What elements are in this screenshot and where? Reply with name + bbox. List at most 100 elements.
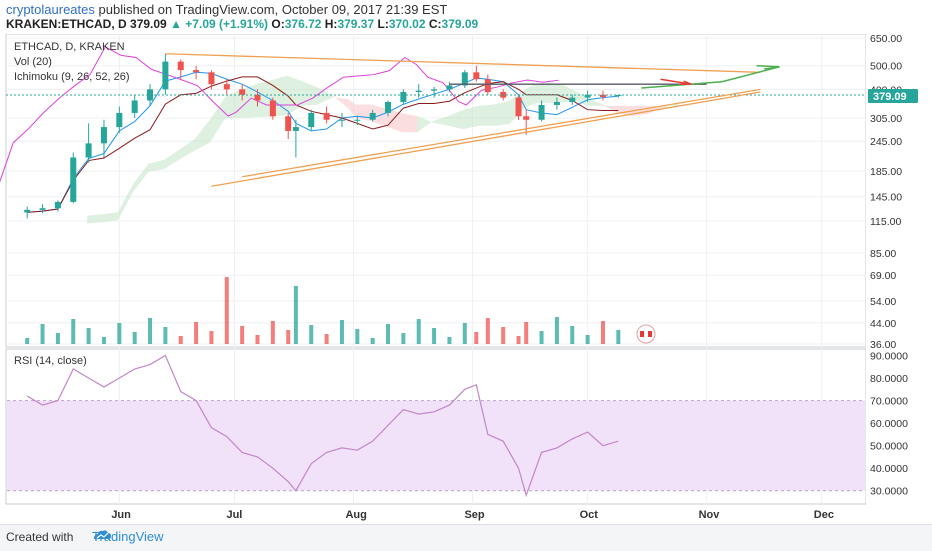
candlesticks: [6, 53, 866, 219]
rsi-line: [26, 354, 619, 498]
projection-up-arrowhead: [756, 64, 780, 70]
candle-body: [131, 100, 138, 113]
volume-bar: [447, 337, 452, 344]
chart-area[interactable]: 650.00500.00400.00305.00245.00185.00145.…: [0, 34, 932, 524]
author-link[interactable]: cryptolaureates: [6, 2, 95, 17]
price-axis-label: 305.00: [870, 113, 902, 125]
last-price: 379.09: [130, 17, 167, 31]
cloud-segment: [494, 100, 510, 126]
cloud-segment: [616, 105, 633, 117]
candle-body: [177, 61, 184, 71]
candle-body: [223, 84, 230, 90]
candle-body: [538, 104, 545, 120]
publish-line: cryptolaureates published on TradingView…: [6, 2, 447, 17]
volume-bar: [55, 333, 60, 344]
high-value: 379.37: [337, 17, 375, 31]
volume-bar: [386, 324, 391, 344]
tradingview-logo[interactable]: TradingView: [92, 529, 164, 544]
volume-bar: [101, 337, 106, 344]
cloud-segment: [348, 99, 356, 118]
cloud-segment: [536, 83, 548, 104]
rsi-axis-label: 90.0000: [870, 351, 908, 363]
volume-bar: [600, 321, 605, 344]
cloud-segment: [601, 103, 617, 113]
volume-bar: [524, 322, 529, 344]
price-axis-label: 85.00: [870, 248, 896, 260]
volume-bar: [163, 327, 168, 344]
rsi-overbought-oversold-band: [7, 400, 865, 491]
volume-bar: [194, 322, 199, 344]
event-marker-icon[interactable]: [636, 324, 656, 344]
volume-bar: [132, 332, 137, 344]
cloud-segment: [102, 212, 118, 223]
trendlines: [165, 53, 780, 187]
volume-bar: [355, 329, 360, 344]
open-value: 376.72: [284, 17, 322, 31]
trendline-lower-support: [211, 91, 761, 187]
brand-name: TradingView: [92, 529, 164, 544]
candle-body: [431, 89, 438, 91]
volume-bar: [539, 331, 544, 344]
cloud-segment: [578, 92, 587, 106]
candle-body: [54, 201, 61, 209]
price-axis-label: 500.00: [870, 61, 902, 73]
candle-body: [523, 116, 530, 120]
trendline-upper-resistance: [165, 53, 761, 73]
chart-svg[interactable]: 650.00500.00400.00305.00245.00185.00145.…: [0, 34, 932, 524]
legend-rsi: RSI (14, close): [14, 355, 87, 367]
projection-down-arrow: [660, 78, 692, 85]
price-pane[interactable]: [5, 34, 867, 348]
rsi-axis-label: 70.0000: [870, 396, 908, 408]
cloud-segment: [133, 163, 149, 192]
volume-bar: [339, 320, 344, 344]
volume-bar: [554, 317, 559, 344]
candle-body: [484, 79, 491, 93]
symbol-label: KRAKEN:ETHCAD, D: [6, 17, 127, 31]
candle-body: [239, 89, 246, 95]
volume-bar: [616, 330, 621, 344]
rsi-axis-label: 60.0000: [870, 418, 908, 430]
volume-bar: [209, 331, 214, 344]
volume-bar: [462, 323, 467, 344]
rsi-axis-label: 50.0000: [870, 441, 908, 453]
volume-bar: [25, 338, 30, 344]
candle-body: [308, 112, 315, 128]
cloud-segment: [547, 83, 564, 104]
legend-title: ETHCAD, D, KRAKEN: [14, 41, 125, 53]
volume-bar: [324, 334, 329, 344]
candle-body: [473, 72, 480, 80]
volume-bar: [240, 326, 245, 344]
cloud-segment: [401, 113, 418, 133]
trendline-inner-support: [242, 88, 761, 178]
cloud-segment: [478, 104, 495, 126]
volume-bar: [224, 277, 229, 344]
candle-body: [584, 94, 591, 98]
volume-bar: [401, 333, 406, 344]
price-axis-label: 54.00: [870, 296, 896, 308]
candle-body: [446, 85, 453, 90]
rsi-axis-label: 40.0000: [870, 463, 908, 475]
candle-body: [39, 208, 46, 210]
projection-down-arrowhead: [679, 80, 692, 85]
candle-body: [599, 94, 606, 98]
candle-body: [338, 119, 345, 121]
candle-body: [569, 97, 576, 102]
footer-bar: Created with TradingView: [0, 524, 932, 551]
volume-bar: [474, 332, 479, 344]
candle-body: [461, 72, 468, 86]
price-axis[interactable]: [866, 34, 932, 504]
published-text: published on TradingView.com, October 09…: [98, 2, 448, 17]
close-value: 379.09: [441, 17, 479, 31]
rsi-path: [26, 354, 619, 498]
candle-body: [85, 143, 92, 158]
candle-body: [323, 112, 330, 120]
cloud-segment: [87, 214, 103, 224]
cloud-segment: [163, 149, 180, 170]
price-axis-label: 69.00: [870, 270, 896, 282]
low-label: L:: [377, 17, 389, 31]
volume-bars: [25, 277, 621, 344]
candle-body: [369, 112, 376, 120]
candle-body: [285, 116, 292, 131]
x-axis-label: Jun: [111, 509, 131, 521]
volume-bar: [432, 328, 437, 344]
